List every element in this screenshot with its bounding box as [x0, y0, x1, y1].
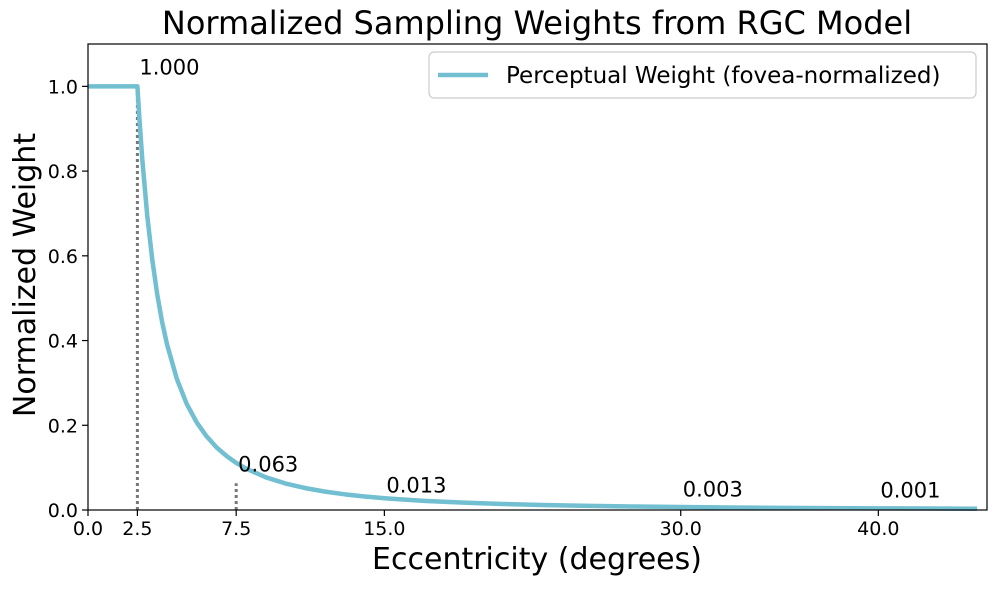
x-tick-label: 15.0 — [363, 518, 405, 540]
y-tick-label: 0.0 — [48, 500, 78, 522]
plot-frame — [87, 43, 988, 511]
y-tick-label: 0.4 — [48, 331, 78, 353]
y-tick-label: 0.2 — [48, 415, 78, 437]
y-tick-label: 0.8 — [48, 161, 78, 183]
series-line — [88, 84, 978, 511]
x-tick-label: 30.0 — [660, 518, 702, 540]
data-label: 0.013 — [386, 473, 446, 497]
legend-box — [428, 51, 977, 99]
legend-label: Perceptual Weight (fovea-normalized) — [506, 63, 940, 89]
data-label: 0.003 — [683, 478, 743, 502]
x-tick-label: 0.0 — [73, 518, 103, 540]
plot-area: 0.0 2.5 7.5 15.0 30.0 40.0 0.0 0.2 0.4 0.6 0.8 1.0 1… — [48, 55, 978, 540]
data-label: 0.063 — [238, 452, 298, 476]
x-tick-label: 40.0 — [857, 518, 899, 540]
y-tick-label: 0.6 — [48, 246, 78, 268]
x-tick-label: 7.5 — [221, 518, 251, 540]
y-tick-label: 1.0 — [48, 76, 78, 98]
x-tick-label: 2.5 — [122, 518, 152, 540]
chart-title: Normalized Sampling Weights from RGC Mod… — [162, 4, 912, 42]
data-label: 0.001 — [880, 479, 940, 503]
legend: Perceptual Weight (fovea-normalized) — [428, 51, 977, 99]
y-axis-label: Normalized Weight — [8, 133, 43, 417]
data-label: 1.000 — [139, 55, 199, 79]
x-axis-label: Eccentricity (degrees) — [372, 542, 702, 577]
